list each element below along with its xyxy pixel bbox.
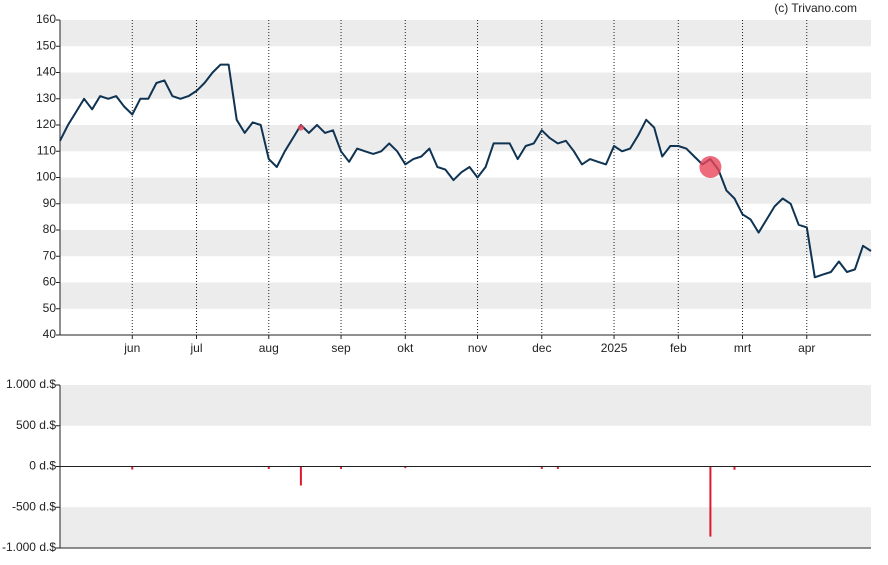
bar — [709, 466, 712, 537]
x-tick-label: sep — [331, 341, 351, 355]
bar — [131, 466, 134, 470]
x-tick-label: aug — [259, 341, 279, 355]
bar — [340, 466, 343, 469]
y-tick-label: 40 — [43, 327, 57, 341]
y-tick-label: 500 d.$ — [16, 418, 56, 432]
y-tick-label: 80 — [43, 222, 57, 236]
y-tick-label: 160 — [36, 12, 56, 26]
bar — [556, 466, 559, 469]
y-tick-label: 120 — [36, 117, 56, 131]
x-tick-label: jun — [123, 341, 140, 355]
x-tick-label: dec — [532, 341, 551, 355]
x-tick-label: mrt — [734, 341, 752, 355]
grid-band — [60, 230, 871, 257]
y-tick-label: 1.000 d.$ — [6, 377, 56, 391]
grid-band — [60, 282, 871, 309]
y-tick-label: 70 — [43, 248, 57, 262]
y-tick-label: 140 — [36, 65, 56, 79]
y-tick-label: 50 — [43, 301, 57, 315]
bar — [299, 466, 302, 486]
y-tick-label: 110 — [37, 143, 56, 157]
y-tick-label: -1.000 d.$ — [2, 540, 56, 554]
x-tick-label: jul — [189, 341, 202, 355]
x-tick-label: 2025 — [601, 341, 628, 355]
bar — [540, 466, 543, 469]
bar — [733, 466, 736, 470]
y-tick-label: 100 — [36, 170, 56, 184]
bar — [404, 466, 407, 469]
grid-band — [60, 507, 871, 548]
y-tick-label: 90 — [43, 196, 57, 210]
y-tick-label: 0 d.$ — [29, 459, 56, 473]
grid-band — [60, 20, 871, 47]
y-tick-label: -500 d.$ — [12, 499, 56, 513]
grid-band — [60, 72, 871, 99]
x-tick-label: nov — [468, 341, 487, 355]
event-marker — [699, 156, 722, 178]
grid-band — [60, 125, 871, 152]
grid-band — [60, 385, 871, 426]
y-tick-label: 150 — [36, 38, 56, 52]
grid-band — [60, 177, 871, 204]
y-tick-label: 130 — [36, 91, 56, 105]
x-tick-label: apr — [798, 341, 815, 355]
credit: (c) Trivano.com — [774, 1, 857, 15]
x-tick-label: okt — [397, 341, 414, 355]
event-marker — [297, 124, 304, 131]
price-line — [59, 63, 872, 279]
bar — [267, 466, 270, 469]
y-tick-label: 60 — [43, 275, 57, 289]
x-tick-label: feb — [670, 341, 687, 355]
